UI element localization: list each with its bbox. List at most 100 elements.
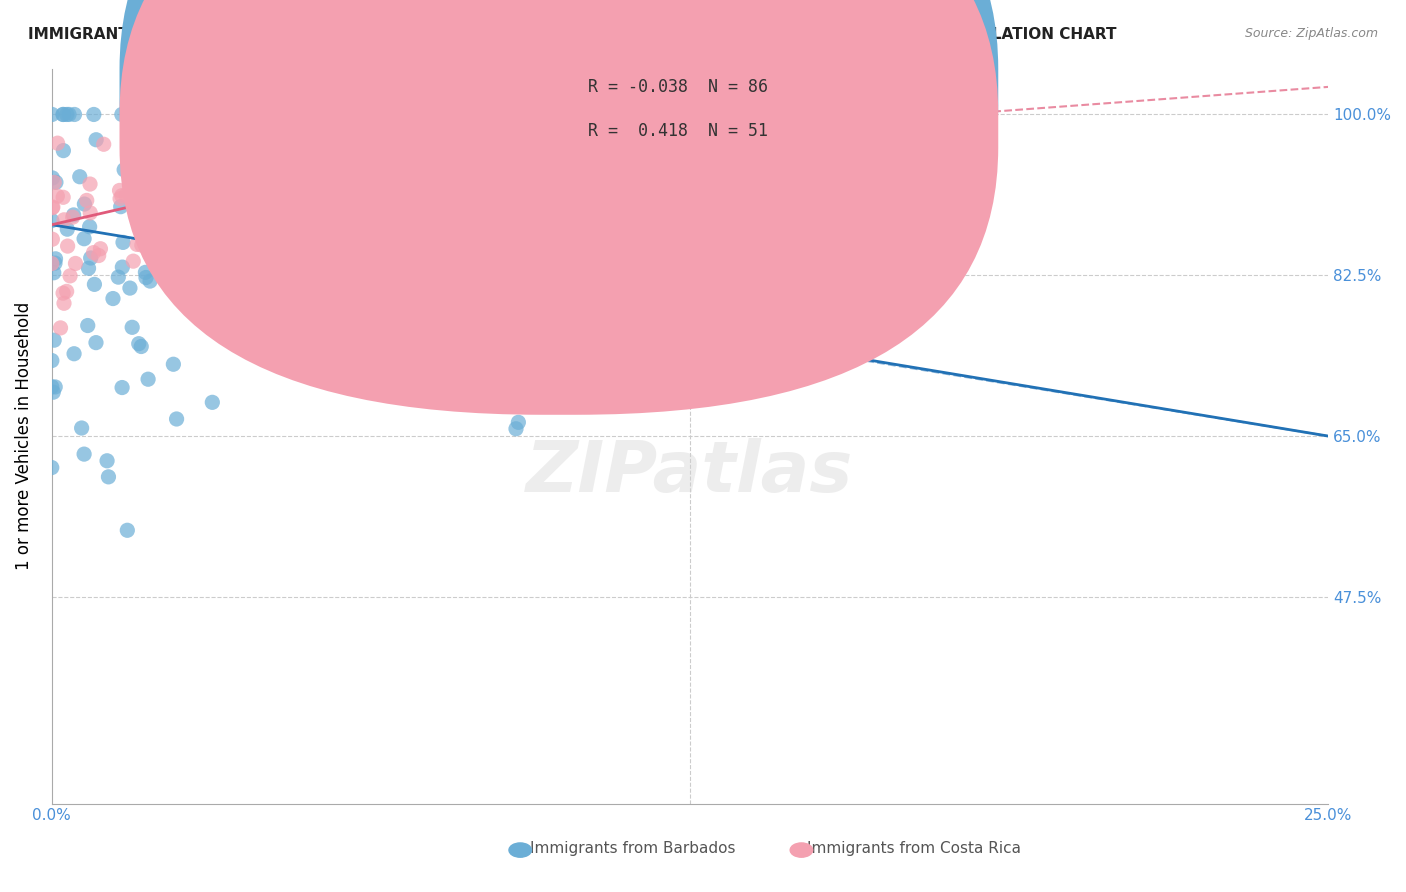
Immigrants from Costa Rica [131,238,153,252]
Immigrants from Barbados [201,395,224,409]
Immigrants from Costa Rica [52,286,75,301]
Immigrants from Barbados [156,268,179,282]
Immigrants from Barbados [508,415,530,429]
Immigrants from Barbados [111,380,134,394]
Immigrants from Costa Rica [53,296,76,310]
Immigrants from Barbados [162,357,184,371]
Immigrants from Costa Rica [59,268,82,283]
Immigrants from Barbados [200,254,222,268]
Immigrants from Barbados [136,197,159,211]
Immigrants from Barbados [107,270,129,285]
Immigrants from Costa Rica [62,210,84,224]
Text: R =  0.418  N = 51: R = 0.418 N = 51 [588,122,768,140]
Immigrants from Barbados [45,175,67,189]
Immigrants from Costa Rica [89,242,111,256]
Immigrants from Barbados [41,353,63,368]
Y-axis label: 1 or more Vehicles in Household: 1 or more Vehicles in Household [15,302,32,570]
Immigrants from Costa Rica [149,196,172,211]
Immigrants from Costa Rica [117,168,139,182]
Immigrants from Costa Rica [65,256,87,270]
Immigrants from Barbados [187,297,209,311]
Immigrants from Costa Rica [42,200,65,214]
Immigrants from Barbados [302,174,325,188]
Immigrants from Barbados [488,120,510,134]
Immigrants from Barbados [41,460,63,475]
Immigrants from Barbados [409,295,432,310]
Immigrants from Barbados [63,347,86,361]
Immigrants from Barbados [134,265,156,279]
Immigrants from Barbados [118,107,141,121]
Immigrants from Costa Rica [679,145,702,159]
Immigrants from Barbados [430,343,453,357]
Immigrants from Costa Rica [56,239,79,253]
Immigrants from Costa Rica [49,321,72,335]
Immigrants from Barbados [73,447,96,461]
Immigrants from Costa Rica [111,188,134,202]
Immigrants from Costa Rica [299,107,322,121]
Immigrants from Barbados [52,107,75,121]
Immigrants from Barbados [239,331,262,345]
Immigrants from Costa Rica [79,206,101,220]
Immigrants from Barbados [121,320,143,334]
Immigrants from Barbados [44,256,66,270]
Immigrants from Barbados [56,222,79,236]
Immigrants from Costa Rica [93,137,115,152]
Immigrants from Barbados [166,260,188,275]
Immigrants from Costa Rica [125,209,148,223]
Immigrants from Barbados [343,107,366,121]
Immigrants from Barbados [129,339,152,353]
Immigrants from Barbados [73,232,96,246]
Immigrants from Costa Rica [125,237,148,252]
Immigrants from Costa Rica [122,254,145,268]
Immigrants from Barbados [84,133,107,147]
Immigrants from Barbados [280,251,302,265]
Immigrants from Barbados [118,281,141,295]
Immigrants from Barbados [69,169,91,184]
Immigrants from Barbados [58,107,80,121]
Immigrants from Barbados [112,162,135,177]
Immigrants from Costa Rica [44,176,66,190]
Immigrants from Barbados [110,200,132,214]
Immigrants from Barbados [42,385,65,400]
Immigrants from Costa Rica [321,140,343,154]
Immigrants from Barbados [177,264,200,278]
Immigrants from Barbados [76,318,98,333]
Immigrants from Barbados [136,372,159,386]
Immigrants from Costa Rica [547,107,569,121]
Immigrants from Barbados [167,188,190,202]
Immigrants from Costa Rica [41,201,63,215]
Immigrants from Barbados [120,120,142,135]
Immigrants from Barbados [79,219,101,234]
Immigrants from Barbados [84,335,107,350]
Immigrants from Barbados [232,171,254,186]
Immigrants from Barbados [735,310,758,324]
Immigrants from Costa Rica [55,285,77,299]
Immigrants from Barbados [226,140,249,154]
Immigrants from Barbados [505,422,527,436]
Immigrants from Barbados [42,266,65,280]
Immigrants from Barbados [41,213,63,227]
Text: R = -0.038  N = 86: R = -0.038 N = 86 [588,78,768,95]
Immigrants from Costa Rica [108,192,131,206]
Immigrants from Barbados [77,261,100,276]
Immigrants from Costa Rica [87,248,110,262]
Immigrants from Costa Rica [321,107,343,121]
Immigrants from Barbados [139,274,162,288]
Immigrants from Barbados [52,107,75,121]
Immigrants from Costa Rica [352,155,374,169]
Immigrants from Barbados [101,292,124,306]
Immigrants from Barbados [44,252,66,266]
Immigrants from Barbados [79,251,101,265]
Immigrants from Costa Rica [129,115,152,129]
Immigrants from Barbados [128,336,150,351]
Immigrants from Barbados [184,287,207,301]
Immigrants from Costa Rica [46,189,69,203]
Immigrants from Barbados [138,107,160,121]
Text: ZIPatlas: ZIPatlas [526,438,853,508]
Immigrants from Barbados [111,260,134,274]
Immigrants from Costa Rica [298,107,321,121]
Immigrants from Costa Rica [79,177,101,191]
Immigrants from Barbados [97,470,120,484]
Immigrants from Costa Rica [53,212,76,227]
Text: IMMIGRANTS FROM BARBADOS VS IMMIGRANTS FROM COSTA RICA 1 OR MORE VEHICLES IN HOU: IMMIGRANTS FROM BARBADOS VS IMMIGRANTS F… [28,27,1116,42]
